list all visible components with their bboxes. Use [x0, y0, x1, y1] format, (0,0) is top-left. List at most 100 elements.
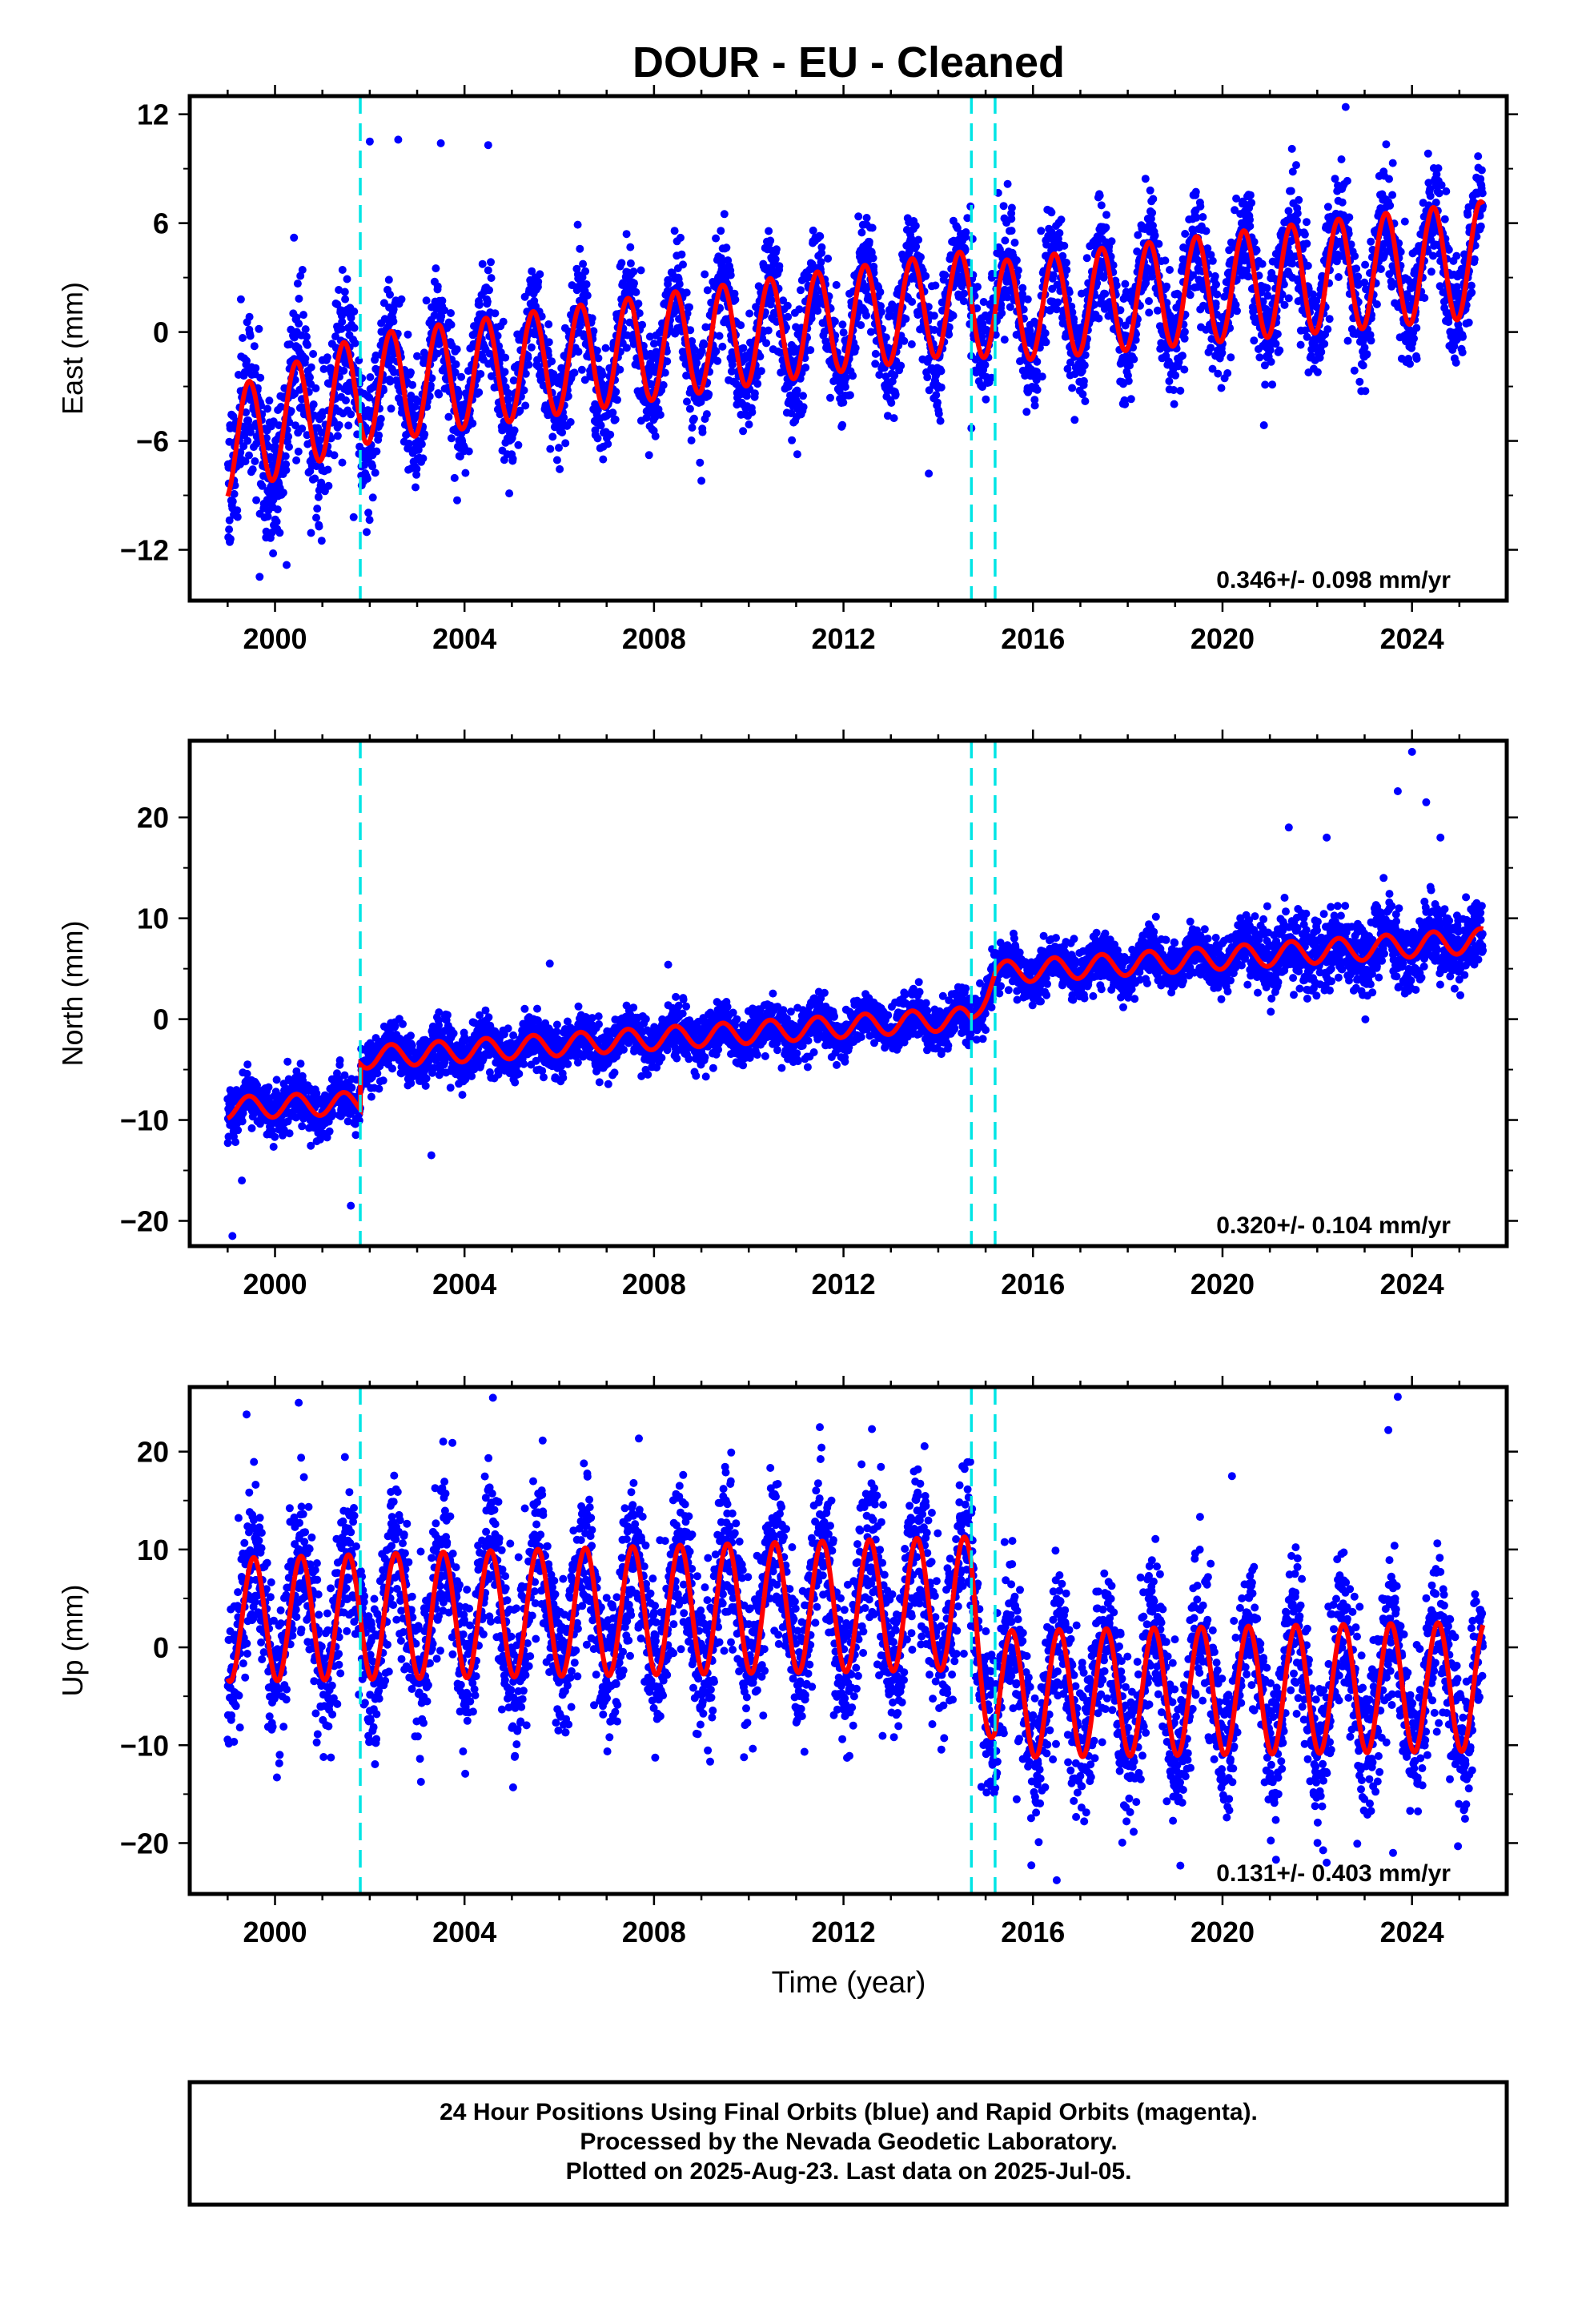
data-point: [748, 408, 757, 416]
data-point: [1033, 357, 1042, 366]
data-point: [521, 401, 530, 410]
data-point: [314, 493, 323, 501]
data-point: [236, 295, 245, 304]
data-point: [1385, 175, 1393, 183]
data-point: [242, 408, 251, 416]
data-point: [739, 427, 748, 436]
data-point: [1423, 149, 1432, 158]
data-point: [1102, 223, 1110, 232]
data-point: [275, 529, 284, 537]
data-point: [1350, 366, 1359, 375]
data-point: [252, 496, 261, 505]
data-point: [578, 273, 587, 282]
data-point: [292, 456, 301, 464]
data-point: [622, 230, 631, 239]
data-point: [371, 468, 379, 477]
data-point: [1410, 334, 1418, 343]
data-point: [589, 327, 598, 336]
data-point: [245, 451, 253, 460]
data-point: [1323, 325, 1332, 334]
data-point: [930, 312, 938, 320]
data-point: [372, 447, 381, 456]
data-point: [705, 390, 713, 399]
y-tick-label: 0: [153, 316, 169, 349]
east-panel: 2000 2004 2008 2012 2016 2020 2024−12−60612Eas…: [56, 85, 1518, 655]
data-point: [1227, 353, 1235, 362]
data-point: [548, 357, 556, 366]
data-point: [1218, 348, 1227, 357]
data-point: [1007, 215, 1016, 223]
data-point: [1464, 318, 1473, 327]
data-point: [1199, 213, 1207, 221]
data-point: [311, 384, 320, 392]
data-point: [890, 371, 899, 380]
data-point: [233, 513, 242, 521]
data-point: [521, 369, 530, 378]
data-point: [1388, 191, 1397, 199]
data-point: [245, 312, 254, 321]
x-tick-label: 2000: [243, 622, 307, 655]
data-point: [1018, 283, 1027, 292]
data-point: [225, 525, 234, 534]
data-point: [1246, 222, 1255, 231]
data-point: [1006, 303, 1014, 312]
data-point: [1259, 421, 1268, 429]
data-point: [1097, 201, 1106, 210]
data-point: [799, 392, 807, 400]
velocity-label: 0.346+/- 0.098 mm/yr: [1216, 567, 1451, 593]
data-point: [593, 434, 602, 443]
data-point: [347, 313, 355, 322]
data-point: [452, 345, 461, 354]
data-point: [1337, 155, 1346, 163]
data-point: [548, 432, 557, 441]
data-point: [1303, 239, 1311, 248]
data-point: [1150, 231, 1159, 239]
data-point: [564, 392, 572, 400]
data-point: [1030, 401, 1039, 410]
data-point: [649, 340, 658, 348]
data-point: [577, 365, 586, 374]
data-point: [298, 266, 307, 274]
data-point: [307, 363, 315, 372]
data-point: [838, 320, 847, 329]
data-point: [350, 308, 359, 316]
data-point: [632, 287, 640, 296]
data-point: [339, 366, 348, 375]
data-point: [426, 381, 435, 390]
data-point: [309, 350, 318, 358]
data-point: [1102, 211, 1110, 219]
data-point: [241, 457, 250, 466]
data-point: [661, 368, 669, 377]
data-point-outlier: [484, 141, 492, 150]
data-point: [1057, 215, 1066, 224]
data-point: [1095, 191, 1104, 200]
data-point: [246, 332, 255, 340]
data-point: [499, 317, 508, 326]
data-point: [1427, 267, 1435, 276]
data-point: [868, 223, 877, 232]
x-tick-label: 2012: [812, 622, 876, 655]
data-point: [596, 421, 605, 430]
data-point: [766, 236, 775, 245]
data-point: [835, 387, 844, 396]
data-point: [832, 280, 841, 289]
data-point: [1171, 371, 1180, 380]
data-point: [914, 235, 923, 244]
data-point: [629, 267, 638, 276]
data-point: [1223, 369, 1232, 377]
data-point: [1162, 282, 1171, 291]
data-point: [807, 314, 816, 323]
data-point: [1313, 368, 1322, 376]
data-point: [908, 297, 917, 306]
data-point: [656, 411, 665, 419]
data-point: [313, 505, 322, 513]
data-point: [978, 320, 987, 328]
data-point: [338, 266, 347, 274]
data-point: [1464, 211, 1472, 219]
data-point: [960, 289, 969, 298]
data-point: [368, 493, 377, 502]
data-point: [876, 287, 885, 296]
data-point: [1212, 280, 1220, 289]
data-point: [453, 496, 461, 505]
data-point: [461, 468, 470, 477]
